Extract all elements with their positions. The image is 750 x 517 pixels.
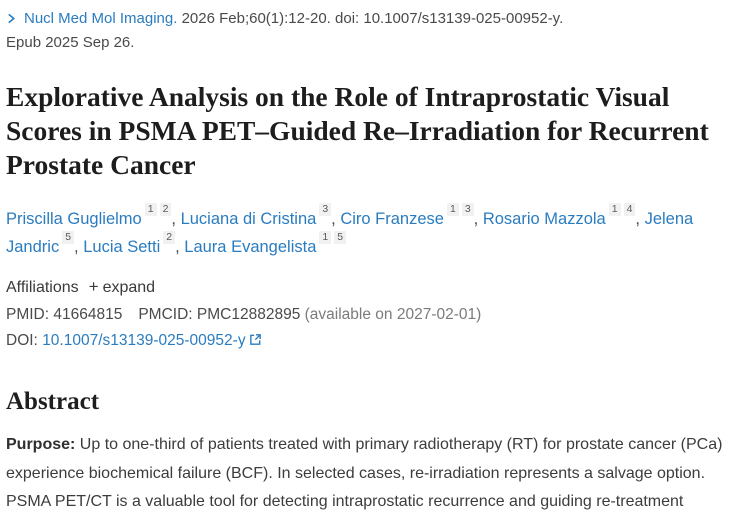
author-separator: ,: [331, 210, 341, 228]
author-link[interactable]: Rosario Mazzola: [482, 210, 606, 228]
affiliation-sup[interactable]: 2: [163, 230, 176, 244]
abstract-purpose-paragraph: Purpose: Up to one-third of patients tre…: [6, 431, 744, 517]
abstract-heading: Abstract: [6, 388, 100, 415]
affiliation-sup[interactable]: 3: [461, 202, 474, 216]
article-title: Explorative Analysis on the Role of Intr…: [6, 81, 709, 180]
author-link[interactable]: Priscilla Guglielmo: [6, 210, 142, 228]
affiliation-sup[interactable]: 5: [334, 230, 347, 244]
author-link[interactable]: Lucia Setti: [83, 238, 161, 256]
affiliations-row: Affiliations + expand: [6, 277, 744, 297]
pmcid-value: PMC12882895: [196, 306, 301, 323]
doi-label: DOI:: [6, 332, 38, 349]
doi-row: DOI: 10.1007/s13139-025-00952-y: [6, 332, 744, 350]
pmcid-label: PMCID:: [138, 306, 193, 323]
journal-name: Nucl Med Mol Imaging.: [24, 10, 178, 27]
epub-date: Epub 2025 Sep 26.: [6, 34, 135, 51]
chevron-right-icon: [8, 13, 16, 23]
author-separator: ,: [171, 210, 181, 228]
pmid-label: PMID:: [6, 306, 50, 323]
author-link[interactable]: Jelena Jandric: [6, 210, 694, 256]
author: Jelena Jandric5,: [6, 210, 693, 256]
external-link-icon[interactable]: [249, 333, 262, 346]
author: Lucia Setti2,: [83, 230, 185, 256]
affiliation-sup[interactable]: 4: [623, 202, 636, 216]
plus-icon: +: [88, 277, 99, 296]
affiliation-sup[interactable]: 2: [159, 202, 172, 216]
affiliation-sup[interactable]: 1: [446, 202, 459, 216]
affiliation-sup[interactable]: 5: [62, 230, 75, 244]
expand-affiliations-button[interactable]: + expand: [89, 277, 155, 297]
author-link[interactable]: Laura Evangelista: [184, 238, 317, 256]
affiliation-sup[interactable]: 1: [608, 202, 621, 216]
author: Luciana di Cristina3,: [180, 202, 341, 228]
expand-label: expand: [102, 279, 156, 296]
author: Ciro Franzese1 3,: [340, 202, 483, 228]
author-separator: ,: [74, 238, 84, 256]
author-link[interactable]: Ciro Franzese: [340, 210, 444, 228]
pmcid-availability-note: (available on 2027-02-01): [304, 306, 482, 323]
pmid-value: 41664815: [53, 306, 123, 323]
author: Priscilla Guglielmo1 2,: [6, 202, 181, 228]
purpose-text: Up to one-third of patients treated with…: [6, 436, 723, 510]
author-separator: ,: [473, 210, 483, 228]
affiliations-label: Affiliations: [6, 279, 79, 296]
journal-citation-line: Nucl Med Mol Imaging. 2026 Feb;60(1):12-…: [6, 7, 706, 55]
author: Laura Evangelista1 5: [184, 230, 347, 256]
affiliation-sup[interactable]: 1: [319, 230, 332, 244]
authors-list: Priscilla Guglielmo1 2, Luciana di Cristi…: [6, 202, 744, 261]
affiliation-sup[interactable]: 1: [144, 202, 157, 216]
doi-link[interactable]: 10.1007/s13139-025-00952-y: [42, 332, 246, 349]
author-separator: ,: [175, 238, 185, 256]
journal-toggle-button[interactable]: Nucl Med Mol Imaging.: [6, 7, 177, 31]
pmid-row: PMID: 41664815 PMCID: PMC12882895 (availa…: [6, 306, 744, 324]
affiliation-sup[interactable]: 3: [319, 202, 332, 216]
author-separator: ,: [635, 210, 645, 228]
identifiers-section: PMID: 41664815 PMCID: PMC12882895 (availa…: [6, 306, 744, 350]
citation-text: 2026 Feb;60(1):12-20. doi: 10.1007/s1313…: [177, 10, 564, 27]
author-link[interactable]: Luciana di Cristina: [180, 210, 317, 228]
author: Rosario Mazzola1 4,: [482, 202, 645, 228]
purpose-label: Purpose:: [6, 436, 76, 453]
